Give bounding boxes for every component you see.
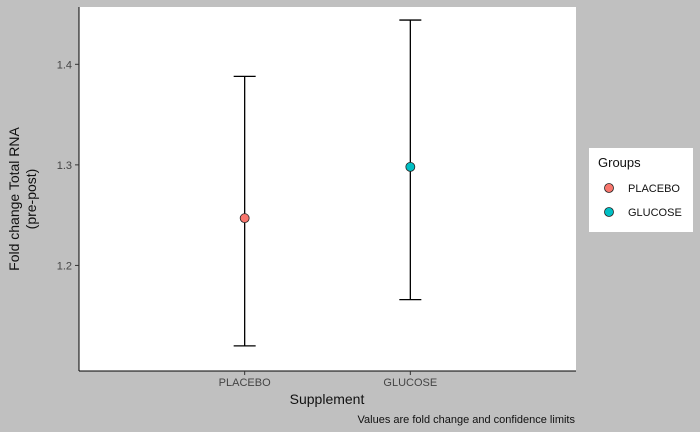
y-axis-title-line2: (pre-post) <box>23 169 39 230</box>
y-tick-label: 1.3 <box>57 160 72 172</box>
legend: Groups PLACEBO GLUCOSE <box>589 148 693 232</box>
data-point <box>405 161 416 172</box>
data-point <box>239 213 250 224</box>
legend-swatch <box>604 183 614 193</box>
x-tick-label: GLUCOSE <box>383 377 437 389</box>
x-axis-title: Supplement <box>290 391 365 407</box>
plot-panel <box>79 7 576 371</box>
y-ticks: 1.2 1.3 1.4 <box>57 59 79 272</box>
y-axis-title-line1: Fold change Total RNA <box>6 126 22 270</box>
chart-caption: Values are fold change and confidence li… <box>358 414 576 426</box>
legend-swatch <box>604 207 614 217</box>
x-ticks: PLACEBO GLUCOSE <box>219 371 437 389</box>
legend-label: PLACEBO <box>628 183 680 195</box>
y-tick-label: 1.2 <box>57 260 72 272</box>
legend-items: PLACEBO GLUCOSE <box>604 183 682 219</box>
legend-title: Groups <box>598 155 641 170</box>
x-tick-label: PLACEBO <box>219 377 271 389</box>
legend-label: GLUCOSE <box>628 207 682 219</box>
chart-marks <box>233 19 422 347</box>
y-tick-label: 1.4 <box>57 59 72 71</box>
